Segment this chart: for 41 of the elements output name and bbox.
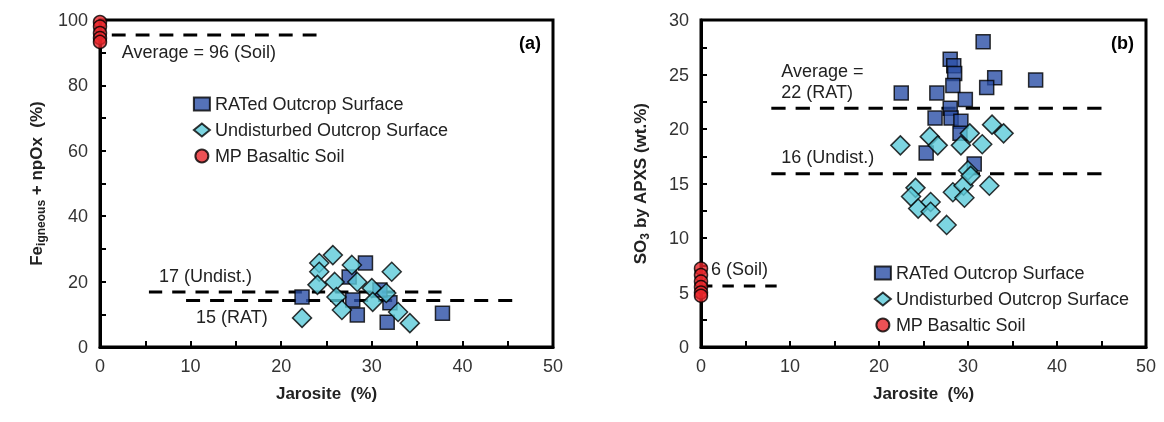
y-tick-label: 80: [67, 75, 88, 96]
x-axis-title: Jarosite (%): [872, 384, 975, 403]
x-tick-label: 50: [1135, 356, 1157, 376]
annotation: 6 (Soil): [711, 259, 769, 280]
x-tick-label: 20: [868, 356, 890, 376]
legend-label: Undisturbed Outcrop Surface: [895, 289, 1129, 309]
legend-label: Undisturbed Outcrop Surface: [214, 120, 448, 140]
annotation: 15 (RAT): [196, 307, 268, 328]
y-tick-label: 15: [668, 173, 689, 194]
y-tick-label: 25: [668, 64, 689, 85]
y-tick-label: 10: [668, 228, 689, 248]
x-tick-label: 30: [957, 356, 979, 376]
x-tick-label: 10: [180, 356, 201, 376]
legend-label: RATed Outcrop Surface: [214, 94, 404, 114]
annotation: Average = 22 (RAT): [781, 60, 864, 102]
x-tick-label: 30: [361, 356, 382, 376]
annotation: Average = 96 (Soil): [121, 41, 277, 62]
y-tick-label: 20: [668, 119, 689, 139]
annotation: 16 (Undist.): [781, 147, 875, 168]
y-tick-label: 0: [678, 337, 689, 357]
x-tick-label: 0: [695, 356, 707, 376]
legend-label: RATed Outcrop Surface: [895, 263, 1085, 283]
legend-label: MP Basaltic Soil: [214, 146, 345, 166]
annotation: (a): [519, 33, 542, 53]
annotation: (b): [1111, 33, 1135, 53]
legend-label: MP Basaltic Soil: [895, 315, 1026, 335]
y-tick-label: 30: [668, 10, 689, 30]
x-tick-label: 40: [452, 356, 473, 376]
x-tick-label: 20: [271, 356, 292, 376]
y-tick-label: 60: [67, 140, 88, 161]
annotation: 17 (Undist.): [158, 265, 252, 286]
y-tick-label: 40: [67, 206, 88, 227]
x-axis-title: Jarosite (%): [275, 384, 378, 403]
x-tick-label: 50: [542, 356, 564, 376]
y-tick-label: 100: [57, 10, 88, 30]
y-tick-label: 0: [77, 337, 88, 357]
y-tick-label: 5: [678, 282, 689, 303]
x-tick-label: 40: [1046, 356, 1068, 376]
x-tick-label: 10: [779, 356, 801, 376]
y-tick-label: 20: [67, 271, 88, 292]
x-tick-label: 0: [94, 356, 106, 376]
